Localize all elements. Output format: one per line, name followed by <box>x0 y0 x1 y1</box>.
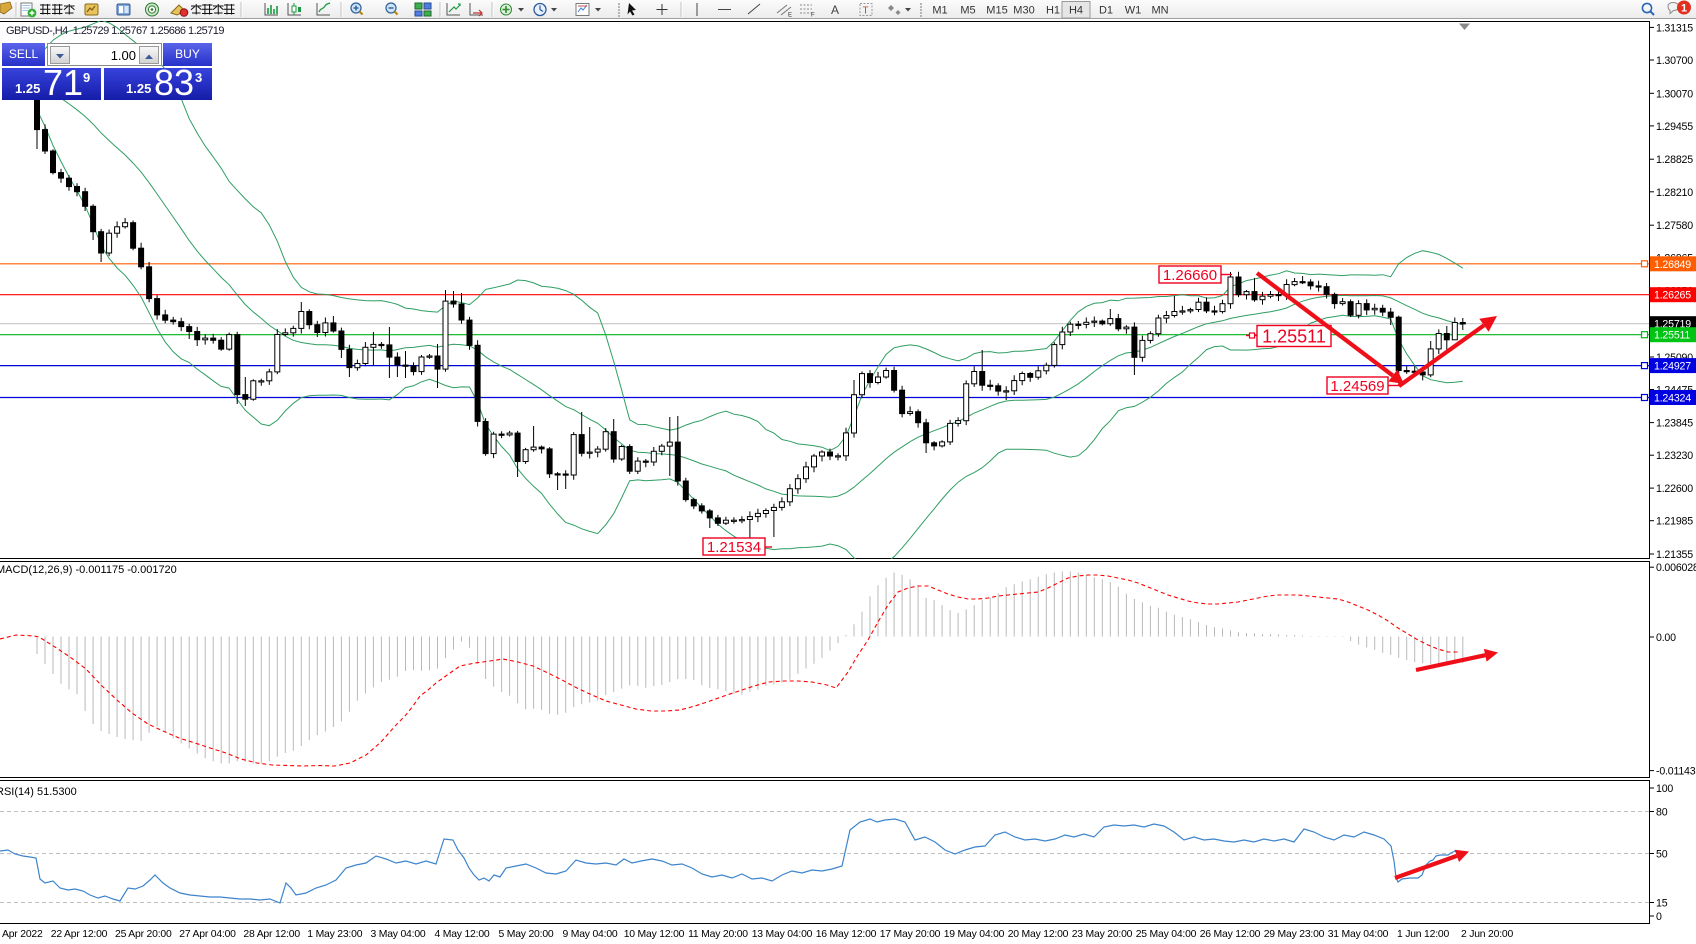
svg-text:1.30070: 1.30070 <box>1656 88 1693 100</box>
svg-text:29 May 23:00: 29 May 23:00 <box>1264 929 1325 940</box>
svg-text:1.28825: 1.28825 <box>1656 154 1693 166</box>
svg-text:27 Apr 04:00: 27 Apr 04:00 <box>179 929 236 940</box>
svg-text:1 May 23:00: 1 May 23:00 <box>307 929 362 940</box>
svg-text:1.23845: 1.23845 <box>1656 418 1693 430</box>
svg-text:1.30700: 1.30700 <box>1656 55 1693 67</box>
svg-text:100: 100 <box>1656 783 1673 795</box>
svg-text:1.27580: 1.27580 <box>1656 220 1693 232</box>
svg-text:RSI(14) 51.5300: RSI(14) 51.5300 <box>0 786 77 798</box>
svg-text:4 May 12:00: 4 May 12:00 <box>435 929 490 940</box>
svg-text:M5: M5 <box>960 5 975 17</box>
svg-text:D1: D1 <box>1099 5 1113 17</box>
svg-text:M30: M30 <box>1013 5 1034 17</box>
svg-text:19 May 04:00: 19 May 04:00 <box>944 929 1005 940</box>
svg-text:1.28210: 1.28210 <box>1656 187 1693 199</box>
svg-text:1.22600: 1.22600 <box>1656 483 1693 495</box>
svg-text:Apr 2022: Apr 2022 <box>2 929 43 940</box>
svg-text:1.21985: 1.21985 <box>1656 516 1693 528</box>
svg-text:H4: H4 <box>1069 5 1083 17</box>
svg-text:T: T <box>863 6 869 17</box>
svg-text:1.24927: 1.24927 <box>1654 361 1691 373</box>
svg-text:11 May 20:00: 11 May 20:00 <box>688 929 748 940</box>
svg-text:80: 80 <box>1656 807 1668 819</box>
svg-text:3 May 04:00: 3 May 04:00 <box>371 929 426 940</box>
svg-text:31 May 04:00: 31 May 04:00 <box>1328 929 1389 940</box>
svg-text:E: E <box>788 13 792 19</box>
svg-text:23 May 20:00: 23 May 20:00 <box>1072 929 1133 940</box>
svg-text:1.23230: 1.23230 <box>1656 450 1693 462</box>
svg-text:5 May 20:00: 5 May 20:00 <box>499 929 554 940</box>
svg-text:9 May 04:00: 9 May 04:00 <box>563 929 618 940</box>
svg-text:MN: MN <box>1151 5 1168 17</box>
svg-text:1.26849: 1.26849 <box>1654 259 1691 271</box>
svg-text:0: 0 <box>1656 911 1662 923</box>
svg-text:28 Apr 12:00: 28 Apr 12:00 <box>243 929 300 940</box>
svg-text:1.21534: 1.21534 <box>707 539 761 556</box>
svg-text:1 Jun 12:00: 1 Jun 12:00 <box>1397 929 1450 940</box>
svg-text:13 May 04:00: 13 May 04:00 <box>752 929 813 940</box>
svg-text:25 Apr 20:00: 25 Apr 20:00 <box>115 929 172 940</box>
svg-text:17 May 20:00: 17 May 20:00 <box>880 929 941 940</box>
svg-text:16 May 12:00: 16 May 12:00 <box>816 929 877 940</box>
svg-text:H1: H1 <box>1046 5 1060 17</box>
svg-text:10 May 12:00: 10 May 12:00 <box>624 929 685 940</box>
svg-text:1.24324: 1.24324 <box>1654 393 1691 405</box>
svg-text:F: F <box>811 13 815 19</box>
svg-text:1: 1 <box>1681 3 1687 15</box>
svg-text:25 May 04:00: 25 May 04:00 <box>1136 929 1197 940</box>
svg-text:A: A <box>831 3 839 17</box>
svg-text:1.25511: 1.25511 <box>1262 326 1326 346</box>
svg-text:M1: M1 <box>932 5 947 17</box>
svg-text:15: 15 <box>1656 898 1668 910</box>
svg-text:1.24569: 1.24569 <box>1330 378 1384 395</box>
svg-text:0.006028: 0.006028 <box>1656 562 1696 574</box>
svg-text:1.29455: 1.29455 <box>1656 121 1693 133</box>
svg-text:MACD(12,26,9) -0.001175 -0.001: MACD(12,26,9) -0.001175 -0.001720 <box>0 564 177 576</box>
svg-text:1.26265: 1.26265 <box>1654 290 1691 302</box>
svg-text:20 May 12:00: 20 May 12:00 <box>1008 929 1069 940</box>
svg-text:26 May 12:00: 26 May 12:00 <box>1200 929 1261 940</box>
svg-text:M15: M15 <box>986 5 1007 17</box>
svg-text:1.21355: 1.21355 <box>1656 549 1693 561</box>
svg-text:1.26660: 1.26660 <box>1163 267 1217 284</box>
svg-text:22 Apr 12:00: 22 Apr 12:00 <box>51 929 108 940</box>
svg-text:2 Jun 20:00: 2 Jun 20:00 <box>1461 929 1514 940</box>
svg-text:W1: W1 <box>1125 5 1142 17</box>
svg-text:1.25511: 1.25511 <box>1654 330 1690 342</box>
svg-text:0.00: 0.00 <box>1656 632 1676 644</box>
svg-text:1.31315: 1.31315 <box>1656 22 1693 34</box>
svg-text:50: 50 <box>1656 849 1668 861</box>
